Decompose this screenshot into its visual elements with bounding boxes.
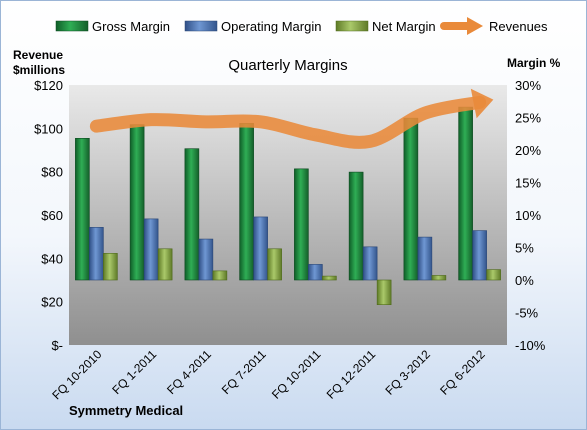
right-tick-label: -5% [515, 306, 539, 321]
right-tick-label: 25% [515, 111, 541, 126]
right-axis-ticks: -10% -5% 0% 5% 10% 15% 20% 25% 30% [515, 78, 546, 353]
legend-label-gross-margin: Gross Margin [92, 19, 170, 34]
net-margin-bar [212, 270, 228, 281]
footer-company-name: Symmetry Medical [69, 403, 183, 418]
operating-margin-bar [472, 230, 487, 281]
revenues-line [89, 95, 487, 149]
bar-marks [75, 106, 501, 306]
net-margin-bar [157, 248, 173, 281]
gross-margin-bar [239, 123, 254, 281]
right-tick-label: 0% [515, 273, 534, 288]
left-tick-label: $60 [41, 208, 63, 223]
legend-item-gross-margin: Gross Margin [55, 19, 170, 34]
category-label: FQ 4-2011 [164, 347, 214, 397]
operating-margin-bar [417, 236, 433, 281]
right-tick-label: 10% [515, 208, 541, 223]
net-margin-bar [103, 253, 118, 281]
left-tick-label: $120 [34, 78, 63, 93]
category-label: FQ 10-2011 [269, 347, 324, 402]
left-tick-label: $80 [41, 165, 63, 180]
left-axis-ticks: $- $20 $40 $60 $80 $100 $120 [34, 78, 63, 353]
net-margin-bar [486, 269, 501, 281]
net-margin-bar [322, 275, 337, 281]
legend-item-revenues: Revenues [440, 17, 548, 35]
gross-margin-bar [129, 124, 145, 281]
operating-margin-bar [362, 246, 378, 281]
operating-margin-bar [308, 264, 323, 281]
revenues-arrowhead [470, 88, 494, 119]
legend: Gross Margin Operating Margin Net Margin… [55, 17, 548, 35]
left-axis-title-line1: Revenue [13, 48, 63, 62]
gross-margin-bar [294, 168, 309, 281]
category-label: FQ 7-2011 [219, 347, 269, 397]
category-label: FQ 3-2012 [383, 347, 434, 398]
category-label: FQ 6-2012 [437, 347, 488, 398]
right-tick-label: 15% [515, 176, 541, 191]
gross-margin-bar [403, 117, 419, 281]
left-tick-label: $20 [41, 295, 63, 310]
chart-title: Quarterly Margins [228, 57, 347, 74]
category-label: FQ 10-2010 [49, 347, 104, 402]
operating-margin-bar [198, 238, 214, 281]
gross-margin-bar [348, 171, 364, 281]
gross-margin-bar [184, 148, 200, 281]
net-margin-bar [376, 279, 392, 306]
left-tick-label: $- [51, 338, 63, 353]
gross-margin-bar [458, 106, 473, 281]
operating-margin-bar [89, 227, 104, 281]
gross-margin-bar [75, 138, 90, 281]
left-tick-label: $100 [34, 121, 63, 136]
right-axis-title: Margin % [507, 56, 561, 70]
category-label: FQ 12-2011 [324, 347, 379, 402]
legend-label-revenues: Revenues [489, 19, 548, 34]
category-label: FQ 1-2011 [109, 347, 159, 397]
net-margin-bar [431, 275, 447, 281]
left-axis-title-line2: $millions [13, 63, 65, 77]
legend-label-operating-margin: Operating Margin [221, 19, 321, 34]
legend-label-net-margin: Net Margin [372, 19, 436, 34]
right-tick-label: 30% [515, 78, 541, 93]
right-tick-label: 20% [515, 143, 541, 158]
left-tick-label: $40 [41, 251, 63, 266]
right-tick-label: 5% [515, 241, 534, 256]
right-tick-label: -10% [515, 338, 546, 353]
net-margin-bar [267, 248, 282, 281]
revenue-line [89, 88, 494, 149]
legend-item-net-margin: Net Margin [335, 19, 436, 34]
operating-margin-bar [253, 216, 268, 281]
category-labels: FQ 10-2010 FQ 1-2011 FQ 4-2011 FQ 7-2011 FQ … [49, 347, 488, 402]
legend-item-operating-margin: Operating Margin [184, 19, 321, 34]
operating-margin-bar [143, 218, 159, 281]
